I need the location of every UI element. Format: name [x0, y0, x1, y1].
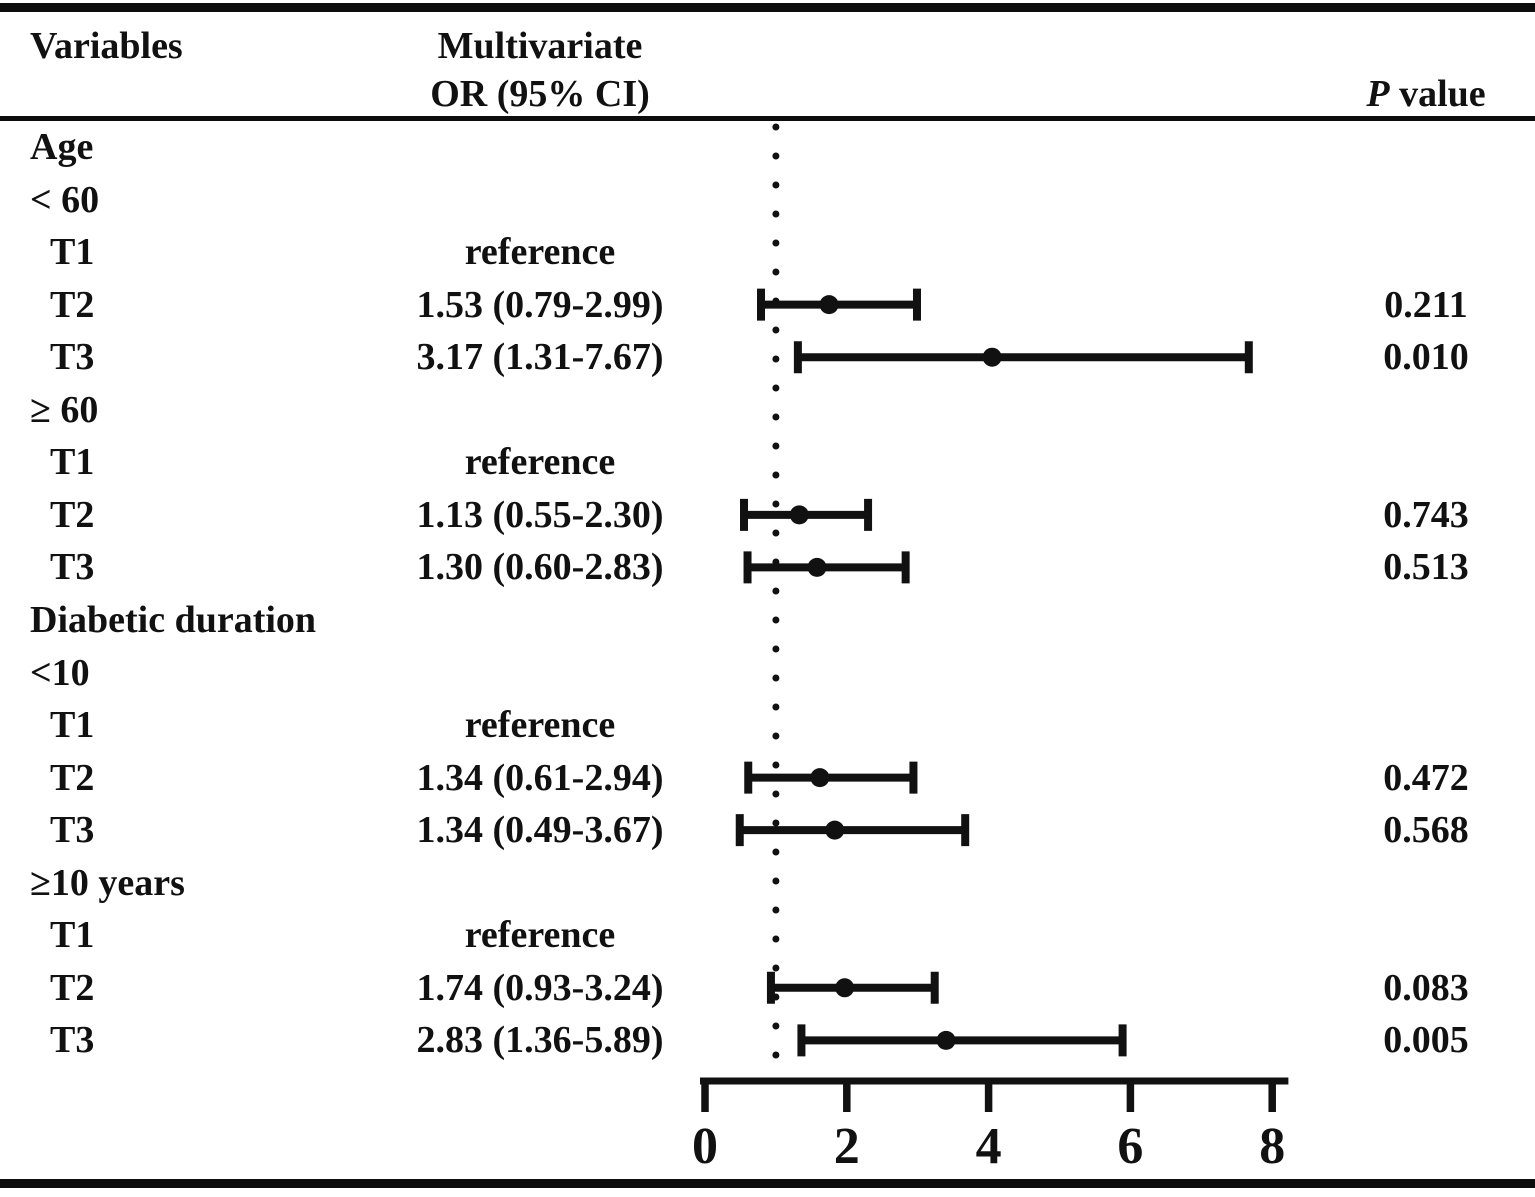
or-marker-4	[982, 347, 1002, 367]
or-ci-value-8: 1.30 (0.60-2.83)	[416, 546, 664, 589]
row-label-tertile-15: T1	[50, 914, 95, 957]
p-value-7: 0.743	[1383, 493, 1469, 536]
x-axis-tick-label-0: 0	[692, 1118, 718, 1175]
top-border	[0, 3, 1535, 12]
column-header-or-line2: OR (95% CI)	[430, 73, 650, 115]
row-label-tertile-7: T2	[50, 493, 95, 536]
row-label-group-10: <10	[30, 651, 90, 694]
column-header-or-line1: Multivariate	[437, 25, 643, 67]
x-axis-tick-label-2: 2	[833, 1118, 860, 1175]
row-label-group-9: Diabetic duration	[30, 598, 317, 641]
or-ci-value-11: reference	[464, 704, 616, 747]
or-marker-17	[936, 1030, 956, 1050]
row-label-tertile-11: T1	[50, 704, 95, 747]
row-label-tertile-8: T3	[50, 546, 95, 589]
bottom-border	[0, 1179, 1535, 1188]
p-value-italic-p: P	[1366, 73, 1390, 115]
or-marker-12	[810, 768, 830, 788]
p-value-12: 0.472	[1383, 756, 1469, 799]
row-label-tertile-3: T2	[50, 283, 95, 326]
column-header-variables: Variables	[30, 25, 183, 67]
row-label-tertile-6: T1	[50, 441, 95, 484]
p-value-3: 0.211	[1384, 283, 1468, 326]
row-label-group-0: Age	[30, 126, 94, 168]
header-separator	[0, 116, 1535, 121]
or-marker-3	[819, 295, 839, 315]
row-label-tertile-2: T1	[50, 231, 95, 274]
or-ci-value-3: 1.53 (0.79-2.99)	[416, 283, 664, 326]
x-axis-tick-label-6: 6	[1117, 1118, 1144, 1175]
or-marker-7	[789, 505, 809, 525]
or-marker-13	[825, 820, 845, 840]
or-ci-value-4: 3.17 (1.31-7.67)	[416, 336, 664, 379]
row-label-tertile-4: T3	[50, 336, 95, 379]
row-label-group-1: < 60	[30, 178, 100, 221]
p-value-17: 0.005	[1383, 1019, 1469, 1062]
row-label-tertile-13: T3	[50, 809, 95, 852]
or-ci-value-15: reference	[464, 914, 616, 957]
p-value-rest: value	[1389, 73, 1486, 115]
row-label-tertile-16: T2	[50, 966, 95, 1009]
or-ci-value-7: 1.13 (0.55-2.30)	[416, 493, 664, 536]
row-label-tertile-12: T2	[50, 756, 95, 799]
row-label-tertile-17: T3	[50, 1019, 95, 1062]
p-value-16: 0.083	[1383, 966, 1469, 1009]
p-value-13: 0.568	[1383, 809, 1469, 852]
or-ci-value-13: 1.34 (0.49-3.67)	[416, 809, 664, 852]
or-ci-value-16: 1.74 (0.93-3.24)	[416, 966, 664, 1009]
or-ci-value-17: 2.83 (1.36-5.89)	[416, 1019, 664, 1062]
x-axis-tick-label-8: 8	[1259, 1118, 1286, 1175]
or-marker-8	[807, 557, 827, 577]
or-marker-16	[835, 978, 855, 998]
or-ci-value-2: reference	[464, 231, 616, 274]
column-header-p-value: P value	[1346, 72, 1506, 116]
or-ci-value-6: reference	[464, 441, 616, 484]
p-value-8: 0.513	[1383, 546, 1469, 589]
or-ci-value-12: 1.34 (0.61-2.94)	[416, 756, 664, 799]
row-label-group-14: ≥10 years	[30, 861, 185, 904]
row-label-group-5: ≥ 60	[30, 388, 99, 431]
p-value-4: 0.010	[1383, 336, 1469, 379]
x-axis-tick-label-4: 4	[975, 1118, 1002, 1175]
